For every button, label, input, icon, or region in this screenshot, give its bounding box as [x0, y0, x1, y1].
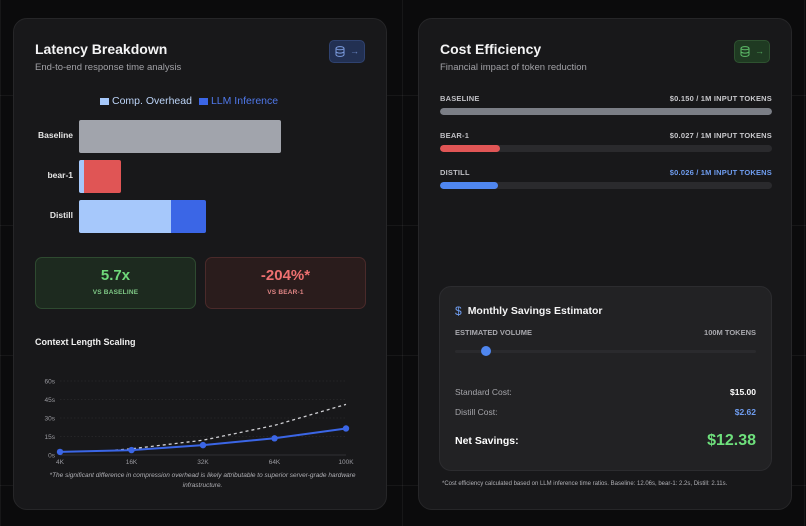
x-tick-label: 100K: [338, 459, 354, 466]
bar-segment-overhead: [79, 160, 84, 193]
distill-cost-label: Distill Cost:: [455, 407, 498, 417]
distill-series-line: [59, 427, 347, 453]
data-point[interactable]: [56, 448, 64, 456]
latency-bar[interactable]: [79, 120, 281, 153]
cost-row-distill: DISTILL $0.026 / 1M INPUT TOKENS: [440, 168, 772, 189]
x-tick-label: 32K: [197, 459, 209, 466]
stat-vs-baseline: 5.7x VS BASELINE: [35, 257, 196, 309]
bar-segment-total: [79, 120, 281, 153]
scaling-chart-title: Context Length Scaling: [35, 337, 136, 347]
data-source-button[interactable]: →: [329, 40, 365, 63]
cost-row-price: $0.027 / 1M INPUT TOKENS: [669, 131, 772, 140]
stat-label: VS BEAR-1: [267, 289, 304, 296]
x-tick-label: 16K: [126, 459, 138, 466]
stat-value: -204%*: [260, 267, 311, 284]
net-savings-label: Net Savings:: [455, 435, 519, 447]
legend-swatch: [100, 97, 109, 105]
standard-cost-label: Standard Cost:: [455, 387, 512, 397]
latency-footnote: *The significant difference in compressi…: [49, 472, 356, 490]
data-point[interactable]: [271, 435, 278, 442]
bar-label: Baseline: [38, 130, 73, 140]
data-point[interactable]: [199, 441, 207, 449]
latency-bar[interactable]: [79, 160, 121, 193]
standard-cost-value: $15.00: [730, 387, 756, 397]
x-tick-label: 64K: [269, 459, 281, 466]
distill-cost-line: Distill Cost: $2.62: [455, 407, 756, 417]
cost-row-price: $0.026 / 1M INPUT TOKENS: [669, 168, 772, 177]
cost-bar-fill: [440, 182, 499, 189]
net-savings-line: Net Savings: $12.38: [455, 432, 756, 450]
dollar-icon: $: [455, 304, 462, 318]
estimator-title-text: Monthly Savings Estimator: [467, 305, 603, 317]
data-point[interactable]: [342, 425, 350, 432]
estimator-title: $ Monthly Savings Estimator: [455, 304, 602, 318]
y-tick-label: 0s: [48, 453, 56, 460]
cost-row-baseline: BASELINE $0.150 / 1M INPUT TOKENS: [440, 94, 772, 115]
distill-cost-value: $2.62: [734, 407, 756, 417]
bar-row-baseline: Baseline: [14, 120, 386, 153]
y-tick-label: 60s: [45, 379, 56, 386]
card-subtitle: End-to-end response time analysis: [35, 62, 182, 73]
latency-bar[interactable]: [79, 200, 206, 233]
bar-segment-overhead: [79, 200, 171, 233]
stat-value: 5.7x: [100, 267, 131, 284]
database-icon: [335, 46, 345, 57]
x-axis-ticks: 4K 16K 32K 64K 100K: [56, 459, 354, 466]
cost-row-name: BASELINE: [440, 94, 480, 103]
stat-label: VS BASELINE: [92, 289, 139, 296]
arrow-right-icon: →: [350, 46, 359, 56]
cost-row-bear1: BEAR-1 $0.027 / 1M INPUT TOKENS: [440, 131, 772, 152]
context-scaling-chart: 0s 15s 30s 45s 60s 4K 16K 32K 64K 100K: [45, 379, 355, 467]
cost-efficiency-card: Cost Efficiency Financial impact of toke…: [418, 18, 792, 510]
cost-bar-fill: [440, 145, 500, 152]
net-savings-value: $12.38: [707, 432, 756, 449]
cost-footnote: *Cost efficiency calculated based on LLM…: [442, 481, 728, 487]
latency-breakdown-card: Latency Breakdown End-to-end response ti…: [13, 18, 387, 510]
cost-bar-fill: [440, 108, 772, 115]
distill-series-points: [56, 425, 350, 456]
data-source-button[interactable]: →: [734, 40, 770, 63]
bar-row-bear1: bear-1: [14, 160, 386, 193]
cost-row-price: $0.150 / 1M INPUT TOKENS: [669, 94, 772, 103]
cost-row-name: BEAR-1: [440, 131, 470, 140]
x-tick-label: 4K: [56, 459, 65, 466]
standard-cost-line: Standard Cost: $15.00: [455, 387, 756, 397]
legend-item-overhead: Comp. Overhead: [100, 95, 192, 107]
volume-slider-thumb[interactable]: [481, 346, 491, 356]
monthly-savings-estimator: $ Monthly Savings Estimator ESTIMATED VO…: [439, 286, 772, 471]
database-icon: [740, 46, 750, 57]
card-title: Latency Breakdown: [35, 41, 168, 57]
legend-label: LLM Inference: [210, 95, 279, 107]
bar-row-distill: Distill: [14, 200, 386, 233]
arrow-right-icon: →: [755, 46, 764, 56]
cost-bar-track: [440, 145, 772, 152]
stat-vs-bear1: -204%* VS BEAR-1: [205, 257, 366, 309]
y-axis-ticks: 0s 15s 30s 45s 60s: [45, 379, 56, 460]
bar-label: bear-1: [47, 170, 73, 180]
card-subtitle: Financial impact of token reduction: [440, 62, 587, 73]
volume-label: ESTIMATED VOLUME: [455, 328, 532, 337]
legend-label: Comp. Overhead: [112, 95, 192, 107]
chart-legend: Comp. Overhead LLM Inference: [100, 95, 278, 107]
bar-segment-inference: [84, 160, 121, 193]
volume-slider[interactable]: [455, 346, 756, 356]
cost-bar-track: [440, 182, 772, 189]
bar-segment-inference: [171, 200, 206, 233]
legend-item-inference: LLM Inference: [198, 95, 279, 107]
legend-swatch: [198, 97, 208, 105]
cost-row-name: DISTILL: [440, 168, 470, 177]
baseline-series-line: [114, 403, 347, 451]
y-tick-label: 45s: [45, 397, 56, 404]
y-tick-label: 30s: [45, 416, 56, 423]
card-title: Cost Efficiency: [440, 41, 542, 57]
cost-bar-track: [440, 108, 772, 115]
bar-label: Distill: [49, 210, 73, 220]
volume-value: 100M TOKENS: [704, 328, 756, 337]
y-tick-label: 15s: [45, 434, 56, 441]
data-point[interactable]: [128, 446, 135, 454]
